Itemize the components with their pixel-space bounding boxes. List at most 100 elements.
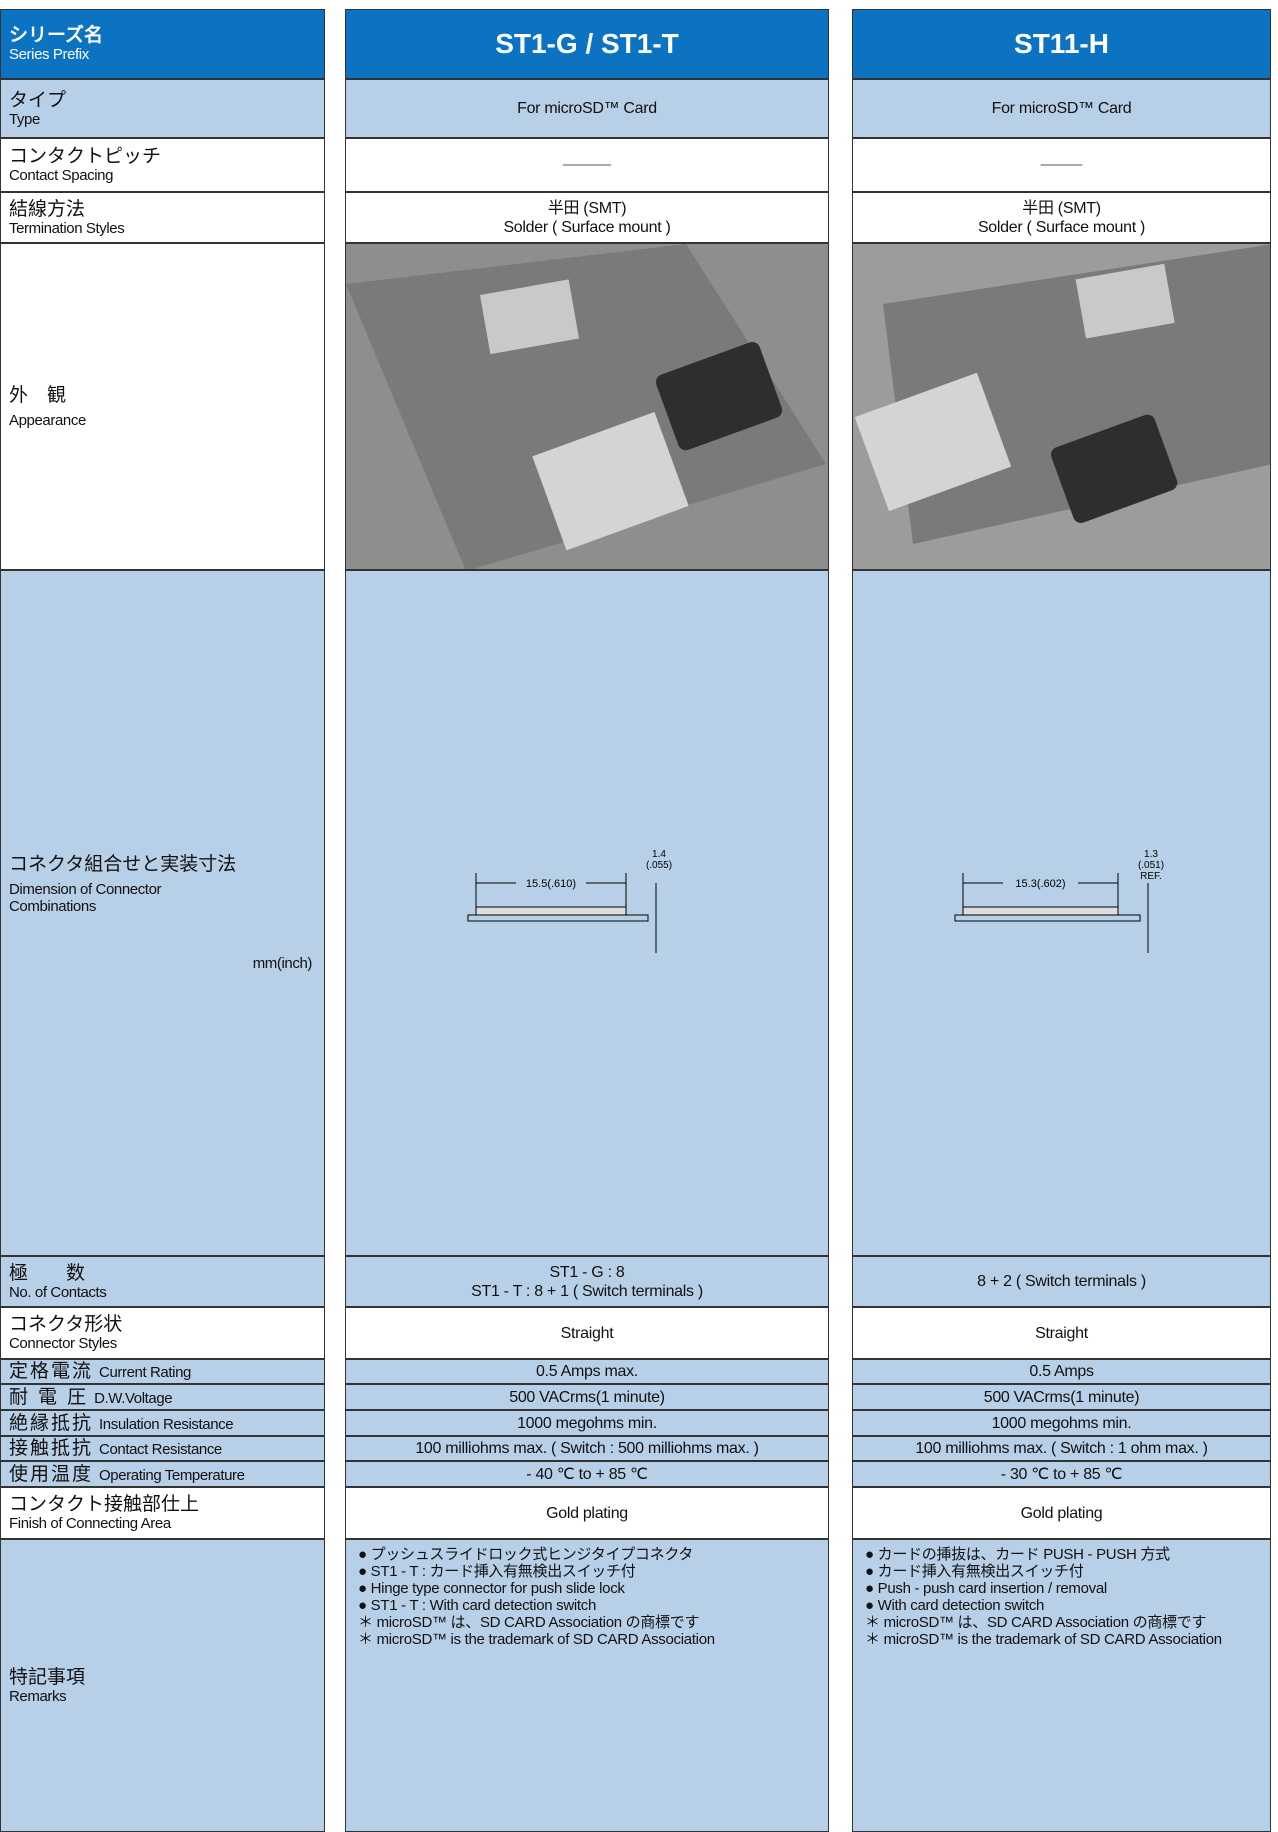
label-line: 使用温度 Operating Temperature <box>9 1462 324 1485</box>
label-en: Insulation Resistance <box>99 1415 234 1433</box>
row-label: 外 観 Appearance <box>0 243 325 570</box>
value-cell: 15.3(.602) 1.3 (.051) REF. <box>852 570 1271 1256</box>
value-cell: Gold plating <box>345 1487 829 1539</box>
dimension-label: (.051) <box>1138 860 1164 871</box>
value-cell: 半田 (SMT) Solder ( Surface mount ) <box>345 192 829 243</box>
drawing-part <box>532 411 689 551</box>
value-text: Solder ( Surface mount ) <box>977 218 1146 236</box>
remark-line: ● ST1 - T : With card detection switch <box>358 1597 597 1614</box>
header-label: シリーズ名 Series Prefix <box>0 9 325 79</box>
label-en: Type <box>9 110 40 128</box>
drawing-part <box>854 372 1012 512</box>
value-text: 100 milliohms max. ( Switch : 1 ohm max.… <box>915 1440 1208 1457</box>
label-en: Current Rating <box>99 1364 191 1381</box>
row-label: 特記事項 Remarks <box>0 1539 325 1832</box>
value-cell: 100 milliohms max. ( Switch : 1 ohm max.… <box>852 1436 1271 1461</box>
value-text: 1000 megohms min. <box>991 1414 1132 1432</box>
remark-line: ＊ microSD™ is the trademark of SD CARD A… <box>865 1631 1222 1648</box>
dimension-label: (.055) <box>646 860 672 871</box>
value-cell <box>852 243 1271 570</box>
row-label: コンタクトピッチ Contact Spacing <box>0 138 325 192</box>
label-ja: 使用温度 <box>9 1462 94 1485</box>
dimension-label: 15.3(.602) <box>1015 878 1065 890</box>
drawing-part <box>1051 414 1178 523</box>
dimension-drawing: 15.3(.602) 1.3(.051)REF. <box>954 849 1164 953</box>
drawing-part <box>475 906 627 916</box>
row-label: 耐 電 圧 D.W.Voltage <box>0 1384 325 1410</box>
label-en: Appearance <box>9 411 86 429</box>
label-en: Remarks <box>9 1687 67 1705</box>
value-cell: For microSD™ Card <box>345 79 829 138</box>
value-cell: 8 + 2 ( Switch terminals ) <box>852 1256 1271 1307</box>
value-cell: 15.5(.610) 1.4 (.055) <box>345 570 829 1256</box>
value-text: Straight <box>1035 1324 1088 1342</box>
drawing-part <box>962 906 1119 916</box>
value-text: 1000 megohms min. <box>517 1414 657 1432</box>
value-text: Straight <box>560 1324 614 1342</box>
drawing-part <box>479 279 580 355</box>
remark-line: ● Push - push card insertion / removal <box>865 1580 1107 1597</box>
label-ja: タイプ <box>9 88 67 111</box>
label-en: Contact Spacing <box>9 167 114 184</box>
value-cell: 0.5 Amps <box>852 1359 1271 1384</box>
remark-line: ＊ microSD™ is the trademark of SD CARD A… <box>358 1631 715 1648</box>
row-label: 結線方法 Termination Styles <box>0 192 325 243</box>
label-ja: 極 数 <box>9 1261 86 1284</box>
row-label: 使用温度 Operating Temperature <box>0 1461 325 1487</box>
header-cell: ST1-G / ST1-T <box>345 9 829 79</box>
label-en: Contact Resistance <box>99 1441 222 1458</box>
value-text: 0.5 Amps <box>1029 1363 1094 1380</box>
label-ja: コネクタ組合せと実装寸法 <box>9 853 237 875</box>
label-en: Termination Styles <box>9 219 125 237</box>
label-ja: 特記事項 <box>9 1665 86 1688</box>
label-ja: コンタクトピッチ <box>9 145 162 167</box>
value-cell: - 40 ℃ to + 85 ℃ <box>345 1461 829 1487</box>
label-en: Connector Styles <box>9 1335 117 1352</box>
value-text: 半田 (SMT) <box>1022 199 1101 217</box>
unit: mm(inch) <box>252 955 313 972</box>
label-ja: 外 観 <box>9 383 67 406</box>
drawing-part <box>346 244 826 569</box>
dimension-drawing: 15.5(.610) 1.4(.055) <box>467 849 672 953</box>
value-text: 500 VACrms(1 minute) <box>509 1388 665 1406</box>
drawing-part <box>1075 263 1175 339</box>
remark-line: ＊ microSD™ は、SD CARD Association の商標です <box>865 1614 1207 1631</box>
value-text: ST1 - T : 8 + 1 ( Switch terminals ) <box>471 1282 703 1300</box>
label-line: 接触抵抗 Contact Resistance <box>9 1438 324 1459</box>
value-text: 100 milliohms max. ( Switch : 500 millio… <box>415 1440 759 1457</box>
row-label: コネクタ形状 Connector Styles <box>0 1307 325 1359</box>
row-label: 接触抵抗 Contact Resistance <box>0 1436 325 1461</box>
dash <box>1040 164 1083 166</box>
value-cell: Gold plating <box>852 1487 1271 1539</box>
drawing-part <box>655 341 783 451</box>
row-label: 定格電流 Current Rating <box>0 1359 325 1384</box>
label-ja: 接触抵抗 <box>9 1437 94 1459</box>
remark-line: ● カードの挿抜は、カード PUSH - PUSH 方式 <box>865 1546 1170 1563</box>
drawing-part <box>1003 875 1078 891</box>
value-cell: 1000 megohms min. <box>345 1410 829 1436</box>
label-en: Finish of Connecting Area <box>9 1515 171 1532</box>
remark-line: ● Hinge type connector for push slide lo… <box>358 1580 625 1597</box>
value-text: 半田 (SMT) <box>547 199 627 217</box>
value-text: For microSD™ Card <box>517 100 657 117</box>
product-photo <box>853 244 1270 569</box>
value-text: Gold plating <box>1020 1504 1103 1522</box>
value-cell: For microSD™ Card <box>852 79 1271 138</box>
remark-line: ● With card detection switch <box>865 1597 1045 1614</box>
label-ja: 結線方法 <box>9 197 86 220</box>
value-cell: 半田 (SMT) Solder ( Surface mount ) <box>852 192 1271 243</box>
value-text: - 30 ℃ to + 85 ℃ <box>1000 1465 1123 1483</box>
label-ja: 絶縁抵抗 <box>9 1411 94 1434</box>
series-name: ST1-G / ST1-T <box>495 28 679 59</box>
drawing-part <box>516 875 586 891</box>
value-cell: ● カードの挿抜は、カード PUSH - PUSH 方式 ● カード挿入有無検出ス… <box>852 1539 1271 1832</box>
label-ja: コンタクト接触部仕上 <box>9 1493 200 1515</box>
value-text: - 40 ℃ to + 85 ℃ <box>526 1465 648 1483</box>
value-cell: ST1 - G : 8 ST1 - T : 8 + 1 ( Switch term… <box>345 1256 829 1307</box>
remark-line: ● プッシュスライドロック式ヒンジタイプコネクタ <box>358 1546 694 1563</box>
label-line: 定格電流 Current Rating <box>9 1361 324 1382</box>
value-cell: Straight <box>852 1307 1271 1359</box>
header-en: Series Prefix <box>9 46 89 63</box>
remark-line: ● ST1 - T : カード挿入有無検出スイッチ付 <box>358 1563 636 1580</box>
value-cell <box>345 243 829 570</box>
